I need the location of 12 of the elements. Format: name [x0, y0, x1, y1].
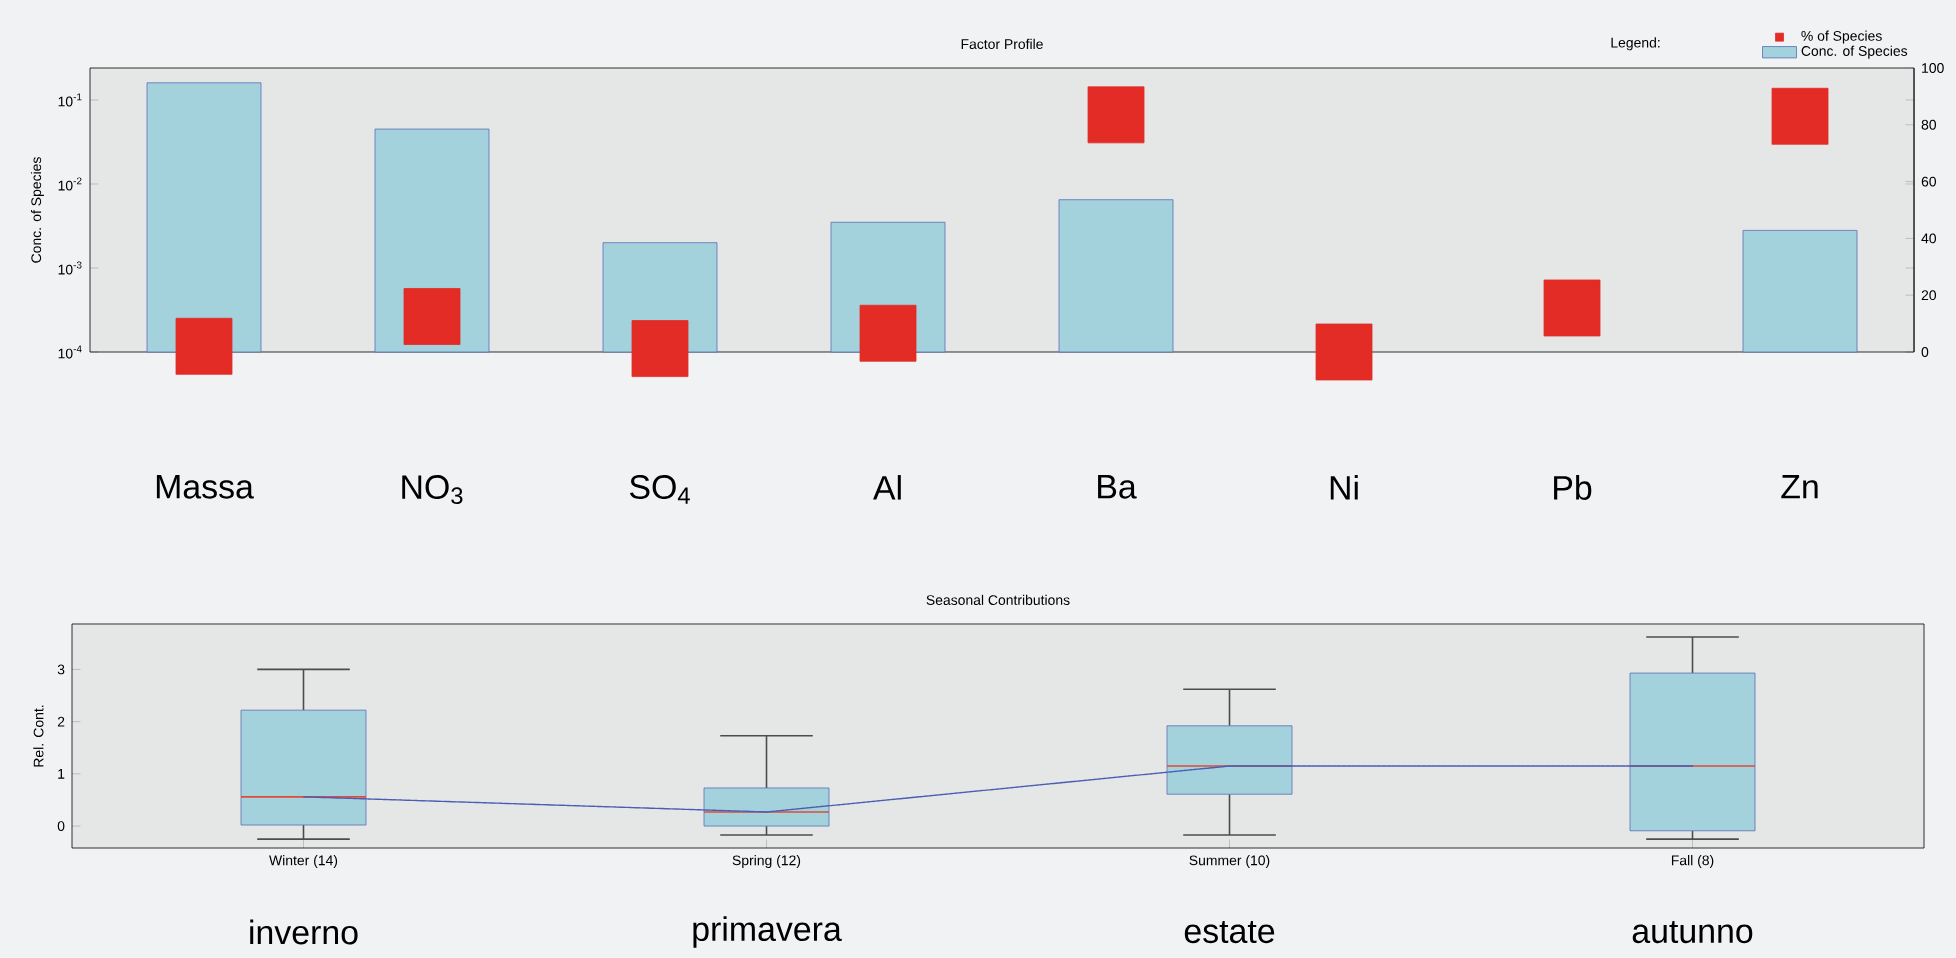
text: inverno: [250, 919, 358, 945]
x-tick-label: Al: [873, 475, 901, 500]
x-tick-label: Ba: [1098, 475, 1137, 499]
x-tick-label: Massa: [156, 475, 254, 499]
x-tick-label: NO$_{3}$: [402, 475, 463, 505]
x-tick-label: Pb: [1554, 475, 1592, 500]
text: autunno: [1632, 920, 1753, 944]
x-tick-label: SO$_{4}$: [629, 475, 690, 504]
text: estate: [1184, 920, 1275, 944]
text: primavera: [693, 916, 842, 948]
x-tick-label: Ni: [1330, 475, 1358, 500]
x-tick-label: Zn: [1781, 475, 1818, 499]
